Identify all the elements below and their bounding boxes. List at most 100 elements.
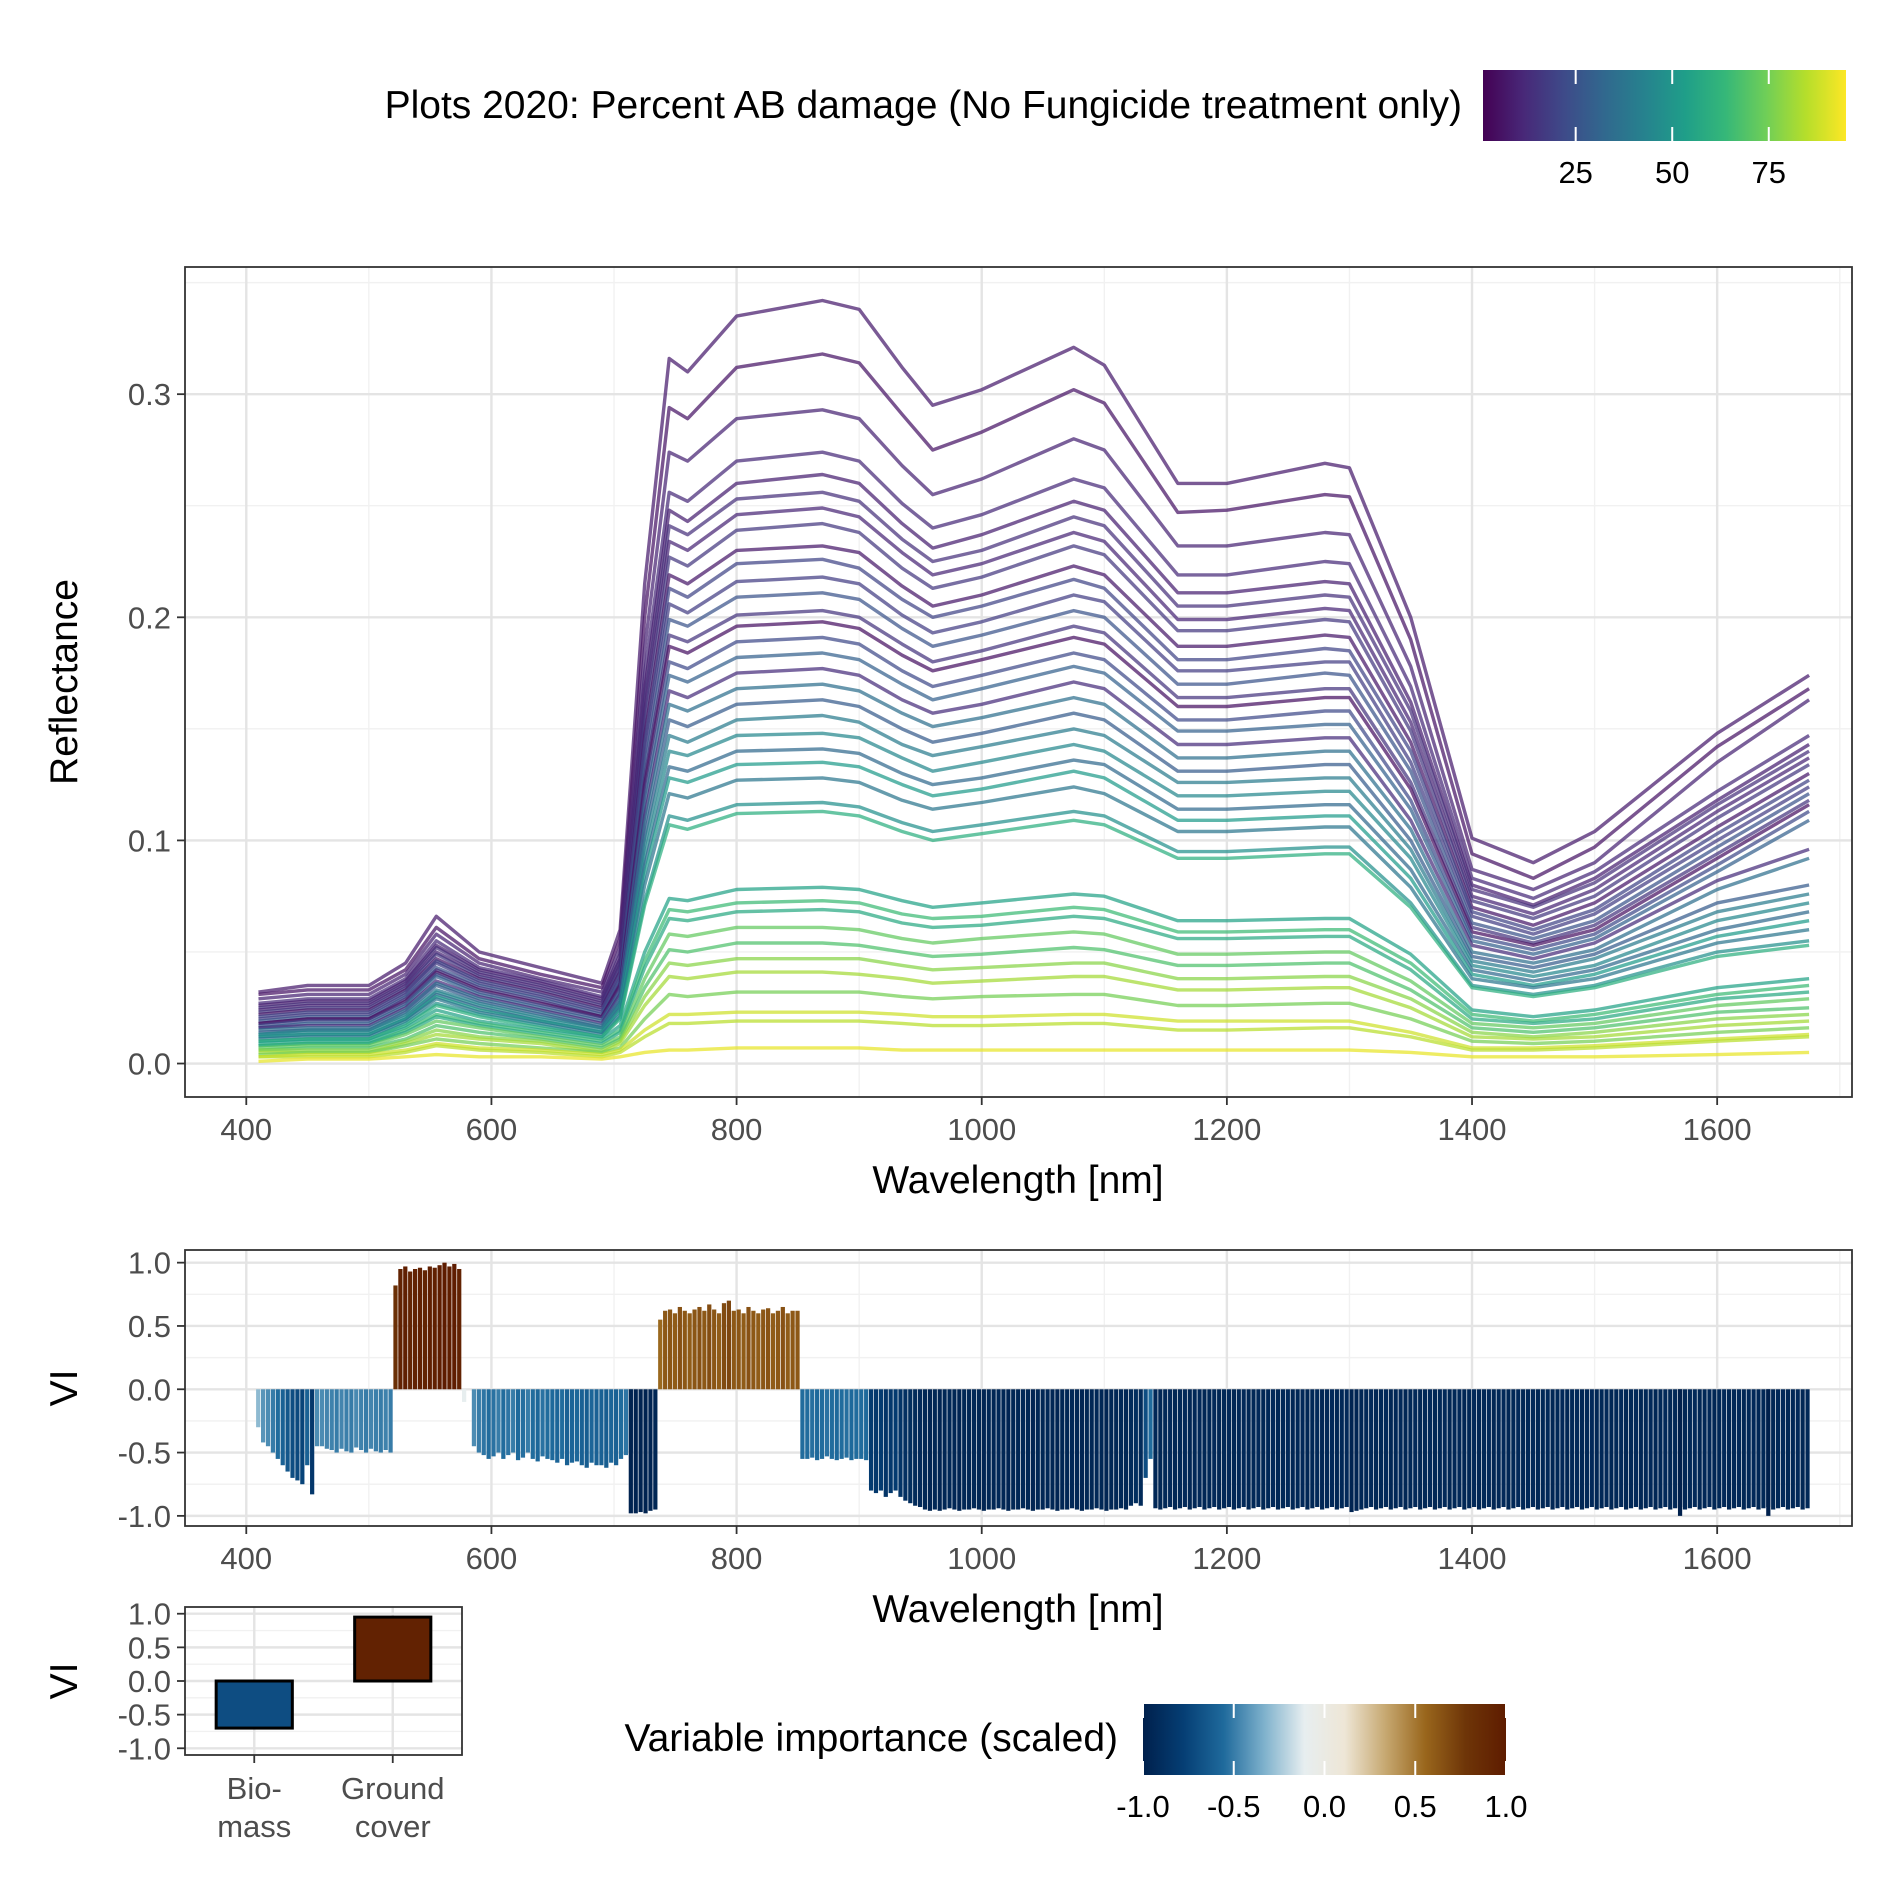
vi-bar bbox=[579, 1389, 584, 1466]
vi-bar bbox=[1614, 1389, 1619, 1509]
vi-bar bbox=[903, 1389, 908, 1501]
vi-bar bbox=[1574, 1389, 1580, 1508]
vi-bar bbox=[1114, 1389, 1119, 1510]
vi-bar bbox=[471, 1389, 477, 1447]
vi-bar bbox=[667, 1309, 673, 1390]
vi-bar bbox=[1202, 1389, 1207, 1510]
vi-bar bbox=[1133, 1389, 1138, 1504]
vi-bar bbox=[324, 1389, 329, 1449]
spectrum-line bbox=[258, 575, 1810, 1021]
vi-bar bbox=[1226, 1389, 1232, 1508]
vi-bar bbox=[859, 1389, 864, 1459]
vi-bar bbox=[501, 1389, 506, 1459]
vi-bar bbox=[1329, 1389, 1335, 1508]
vi-bar bbox=[682, 1310, 687, 1390]
vi-bar bbox=[305, 1389, 310, 1466]
vi-bar bbox=[1682, 1389, 1688, 1510]
vi-bar bbox=[564, 1389, 570, 1466]
spectra-y-tick-label: 0.2 bbox=[128, 600, 171, 635]
vi-bar bbox=[1065, 1389, 1070, 1510]
vi-bar bbox=[290, 1389, 295, 1478]
vi-bar bbox=[1604, 1389, 1609, 1508]
vi-bar bbox=[354, 1389, 359, 1448]
vi-bar bbox=[1422, 1389, 1428, 1509]
spectrum-line bbox=[258, 544, 1810, 1017]
vi-bar bbox=[1280, 1389, 1286, 1509]
vi-bar bbox=[1481, 1389, 1487, 1509]
vi-bar bbox=[1785, 1389, 1791, 1510]
vi-bar bbox=[1334, 1389, 1339, 1510]
vi-bar bbox=[1442, 1389, 1447, 1508]
vi-bar bbox=[746, 1306, 751, 1390]
vi-bar bbox=[1736, 1389, 1741, 1508]
spectrum-line bbox=[258, 651, 1810, 1030]
vi-bar bbox=[1006, 1389, 1011, 1511]
vi-bar bbox=[1628, 1389, 1634, 1509]
vi-bar bbox=[1726, 1389, 1732, 1510]
spectra-x-tick-label: 1600 bbox=[1683, 1112, 1752, 1147]
vi-bar bbox=[927, 1389, 933, 1511]
trait-vi-bar bbox=[214, 1679, 294, 1730]
spectra-x-tick-label: 600 bbox=[466, 1112, 518, 1147]
vi-bar bbox=[1388, 1389, 1393, 1510]
vi-bar bbox=[481, 1389, 486, 1456]
vi-bar bbox=[1143, 1389, 1148, 1478]
vi-legend-title: Variable importance (scaled) bbox=[625, 1717, 1119, 1760]
vi-bar bbox=[815, 1389, 820, 1461]
vi-bar bbox=[1413, 1389, 1418, 1508]
vi-bar bbox=[378, 1389, 383, 1453]
vi-bar bbox=[1207, 1389, 1212, 1509]
vi-bar bbox=[824, 1389, 830, 1457]
vi-x-tick-label: 800 bbox=[711, 1541, 763, 1576]
vi-bar bbox=[589, 1389, 594, 1463]
vi-bar bbox=[555, 1389, 560, 1463]
vi-bar bbox=[412, 1268, 418, 1390]
damage-legend: Plots 2020: Percent AB damage (No Fungic… bbox=[385, 70, 1846, 190]
vi-bar bbox=[1545, 1389, 1550, 1508]
spectrum-line bbox=[258, 620, 1810, 1026]
vi-bar bbox=[1378, 1389, 1384, 1509]
vi-bar bbox=[1011, 1389, 1016, 1510]
vi-bar bbox=[427, 1266, 432, 1390]
vi-bar bbox=[1491, 1389, 1496, 1510]
vi-bar bbox=[1094, 1389, 1099, 1509]
vi-bar bbox=[1741, 1389, 1746, 1510]
trait-vi-category-label: cover bbox=[355, 1809, 431, 1844]
vi-bar bbox=[1339, 1389, 1344, 1509]
vi-bar bbox=[819, 1389, 825, 1459]
vi-y-tick-label: -1.0 bbox=[118, 1499, 171, 1534]
vi-bar bbox=[285, 1389, 290, 1472]
vi-bar bbox=[677, 1306, 682, 1390]
vi-bar bbox=[1805, 1389, 1810, 1509]
vi-bar bbox=[1535, 1389, 1540, 1510]
vi-bar bbox=[1197, 1389, 1202, 1508]
vi-bar bbox=[854, 1389, 859, 1459]
vi-bar bbox=[511, 1389, 516, 1453]
vi-bar bbox=[1040, 1389, 1045, 1510]
vi-bar bbox=[643, 1389, 648, 1514]
vi-bar bbox=[275, 1389, 280, 1459]
vi-bar bbox=[334, 1389, 339, 1453]
vi-bar bbox=[422, 1270, 428, 1390]
vi-bar bbox=[569, 1389, 575, 1463]
vi-bar bbox=[1467, 1389, 1472, 1509]
vi-bar bbox=[1290, 1389, 1295, 1510]
spectrum-line bbox=[258, 698, 1810, 1034]
vi-bar bbox=[368, 1389, 374, 1449]
spectrum-line bbox=[258, 747, 1810, 1039]
spectra-panel: 400 600 800 1000 1200 1400 1600 0.0 0.1 0.2 0.3 Wa… bbox=[43, 266, 1853, 1202]
spectra-panel-border bbox=[184, 266, 1853, 1098]
vi-bar bbox=[1168, 1389, 1173, 1508]
vi-bar bbox=[775, 1310, 781, 1390]
vi-bar bbox=[790, 1310, 795, 1390]
vi-bar bbox=[1550, 1389, 1555, 1510]
spectrum-line bbox=[258, 352, 1811, 997]
vi-bar bbox=[447, 1266, 452, 1390]
vi-bar bbox=[1800, 1389, 1805, 1510]
vi-bar bbox=[1119, 1389, 1124, 1509]
vi-bar bbox=[849, 1389, 854, 1461]
vi-bar bbox=[1001, 1389, 1006, 1510]
vi-bar bbox=[280, 1389, 285, 1466]
vi-bar bbox=[1653, 1389, 1658, 1510]
vi-bar bbox=[1398, 1389, 1403, 1508]
